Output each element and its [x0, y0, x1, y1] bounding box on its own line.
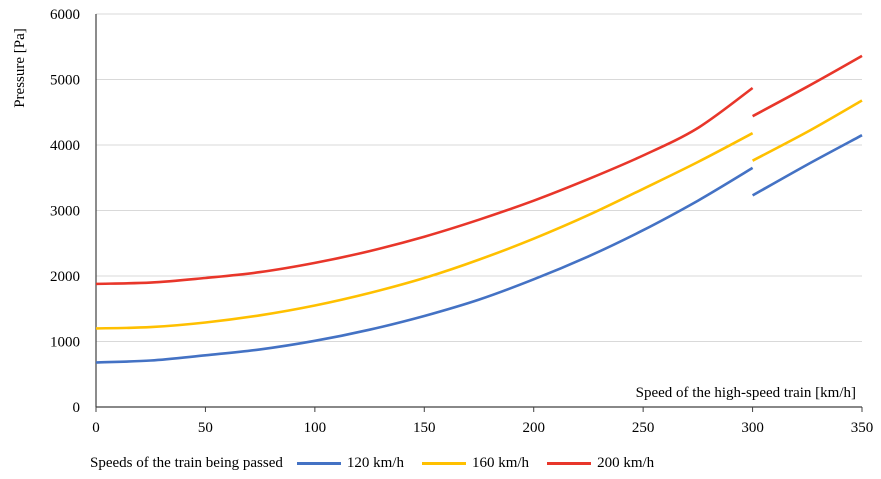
- legend-item-160: 160 km/h: [421, 454, 530, 472]
- x-axis-title: Speed of the high-speed train [km/h]: [636, 385, 856, 401]
- y-tick-label: 3000: [50, 204, 80, 220]
- line-chart: 0 1000 2000 3000 4000 5000 6000 0 50 100 150 200 250…: [12, 7, 873, 436]
- x-tick-label: 150: [413, 420, 436, 436]
- y-tick-label: 5000: [50, 73, 80, 89]
- y-tick-label: 0: [73, 400, 81, 416]
- legend-swatch-160: [421, 461, 466, 465]
- legend-item-200: 200 km/h: [547, 455, 654, 472]
- series-line-120-kmh-segment-1: [95, 166, 754, 364]
- legend-swatch-120: [296, 461, 341, 465]
- x-tick-label: 200: [522, 420, 545, 436]
- series-line-200-kmh-segment-2: [751, 54, 863, 118]
- series-line-160-kmh-segment-2: [751, 99, 863, 162]
- legend-label-200: 200 km/h: [597, 454, 655, 471]
- x-tick-label: 350: [851, 420, 874, 436]
- y-axis-title: Pressure [Pa]: [12, 28, 28, 108]
- legend: Speeds of the train being passed 120 km/…: [90, 452, 672, 474]
- legend-label-160: 160 km/h: [471, 454, 530, 471]
- series-line-200-kmh-segment-1: [95, 86, 754, 286]
- x-tick-label: 100: [304, 420, 327, 436]
- legend-item-120: 120 km/h: [296, 454, 404, 472]
- y-tick-label: 2000: [50, 269, 80, 285]
- axes: 0 1000 2000 3000 4000 5000 6000 0 50 100 150 200 250…: [50, 7, 873, 436]
- y-tick-label: 4000: [50, 138, 80, 154]
- series-line-120-kmh-segment-2: [751, 134, 863, 197]
- y-tick-label: 1000: [50, 335, 80, 351]
- legend-title: Speeds of the train being passed: [90, 454, 283, 471]
- series-line-160-kmh-segment-1: [95, 132, 754, 330]
- x-tick-label: 300: [741, 420, 764, 436]
- x-tick-label: 0: [92, 420, 100, 436]
- y-tick-label: 6000: [50, 7, 80, 23]
- legend-swatch-200: [547, 461, 592, 465]
- series-lines: [95, 54, 863, 364]
- legend-label-120: 120 km/h: [346, 454, 404, 471]
- x-tick-label: 250: [632, 420, 655, 436]
- x-tick-label: 50: [198, 420, 213, 436]
- gridlines: [96, 13, 862, 342]
